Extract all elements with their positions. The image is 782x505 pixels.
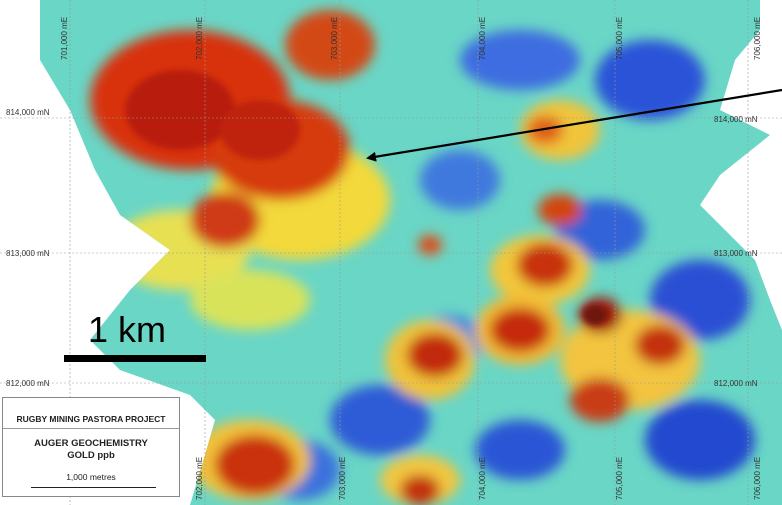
map-legend: RUGBY MINING PASTORA PROJECT AUGER GEOCH… [2, 397, 180, 497]
easting-label-top-706: 706,000 mE [753, 17, 762, 60]
northing-label-813-right: 813,000 mN [714, 249, 758, 258]
easting-label-top-704: 704,000 mE [478, 17, 487, 60]
northing-label-813-left: 813,000 mN [6, 249, 50, 258]
legend-scale-text: 1,000 metres [66, 472, 116, 482]
northing-label-812-right: 812,000 mN [714, 379, 758, 388]
legend-scale-line [31, 487, 156, 488]
northing-label-814-left: 814,000 mN [6, 108, 50, 117]
easting-label-bottom-705: 705,000 mE [615, 457, 624, 500]
pointer-arrow [366, 88, 782, 162]
legend-divider [3, 428, 179, 429]
easting-label-bottom-703: 703,000 mE [338, 457, 347, 500]
easting-label-top-703: 703,000 mE [330, 17, 339, 60]
northing-label-814-right: 814,000 mN [714, 115, 758, 124]
easting-label-top-702: 702,000 mE [195, 17, 204, 60]
easting-label-bottom-702: 702,000 mE [195, 457, 204, 500]
legend-title: AUGER GEOCHEMISTRY [34, 438, 148, 449]
scale-bar [64, 355, 206, 362]
easting-label-bottom-704: 704,000 mE [478, 457, 487, 500]
northing-label-812-left: 812,000 mN [6, 379, 50, 388]
scale-bar-label: 1 km [88, 309, 167, 350]
easting-label-top-701: 701,000 mE [60, 17, 69, 60]
legend-subtitle: GOLD ppb [67, 450, 115, 461]
easting-label-bottom-706: 706,000 mE [753, 457, 762, 500]
easting-label-top-705: 705,000 mE [615, 17, 624, 60]
legend-project-name: RUGBY MINING PASTORA PROJECT [16, 414, 166, 424]
